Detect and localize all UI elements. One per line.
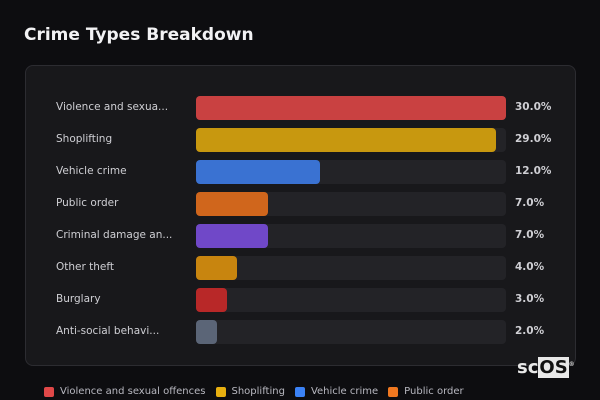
legend-label: Shoplifting xyxy=(231,386,285,397)
legend-label: Public order xyxy=(404,386,464,397)
bar-value-label: 12.0% xyxy=(515,165,552,177)
bar-value-label: 29.0% xyxy=(515,133,552,145)
bar-row: Other theft 4.0% xyxy=(26,256,575,280)
bar-value-label: 7.0% xyxy=(515,197,545,209)
bar xyxy=(196,96,506,120)
bar-label: Criminal damage an... xyxy=(56,229,173,241)
logo-mark: ® xyxy=(568,361,575,368)
bar-label: Burglary xyxy=(56,293,101,305)
bar-value-label: 4.0% xyxy=(515,261,545,273)
legend: Violence and sexual offences Shoplifting V… xyxy=(44,386,464,397)
bar xyxy=(196,288,227,312)
bar-value-label: 30.0% xyxy=(515,101,552,113)
bar-row: Shoplifting 29.0% xyxy=(26,128,575,152)
legend-item: Violence and sexual offences xyxy=(44,386,206,397)
bar-label: Vehicle crime xyxy=(56,165,127,177)
bar-row: Anti-social behavi... 2.0% xyxy=(26,320,575,344)
bar xyxy=(196,128,496,152)
bar-label: Anti-social behavi... xyxy=(56,325,160,337)
logo: scOS® xyxy=(517,357,575,378)
chart-card: Violence and sexua... 30.0% Shoplifting 2… xyxy=(25,65,576,366)
legend-item: Vehicle crime xyxy=(294,386,379,397)
logo-text-boxed: OS xyxy=(538,357,569,378)
bar-track xyxy=(196,192,506,216)
bar-row: Criminal damage an... 7.0% xyxy=(26,224,575,248)
bar-label: Other theft xyxy=(56,261,115,273)
legend-swatch xyxy=(44,386,54,397)
legend-item: Shoplifting xyxy=(215,386,285,397)
bar-value-label: 3.0% xyxy=(515,293,545,305)
legend-swatch xyxy=(294,386,305,397)
legend-label: Vehicle crime xyxy=(310,386,379,397)
bar-row: Burglary 3.0% xyxy=(26,288,575,312)
bar-label: Public order xyxy=(56,197,119,209)
bar-label: Shoplifting xyxy=(56,133,113,145)
chart-title: Crime Types Breakdown xyxy=(24,25,254,45)
bar-track xyxy=(196,128,506,152)
bar-track xyxy=(196,256,506,280)
bar xyxy=(196,320,217,344)
bar-track xyxy=(196,224,506,248)
bar-track xyxy=(196,160,506,184)
bar xyxy=(196,224,269,248)
legend-item: Public order xyxy=(388,386,464,397)
bar xyxy=(196,192,269,216)
bar-track xyxy=(196,96,506,120)
bar-label: Violence and sexua... xyxy=(56,101,169,113)
bar-value-label: 7.0% xyxy=(515,229,545,241)
legend-label: Violence and sexual offences xyxy=(60,386,206,397)
bar xyxy=(196,256,238,280)
legend-swatch xyxy=(215,386,226,397)
bar-track xyxy=(196,320,506,344)
bar xyxy=(196,160,320,184)
logo-text: sc xyxy=(517,357,539,378)
bar-row: Vehicle crime 12.0% xyxy=(26,160,575,184)
bar-track xyxy=(196,288,506,312)
legend-swatch xyxy=(388,386,399,397)
bar-row: Public order 7.0% xyxy=(26,192,575,216)
bar-value-label: 2.0% xyxy=(515,325,545,337)
bar-row: Violence and sexua... 30.0% xyxy=(26,96,575,120)
